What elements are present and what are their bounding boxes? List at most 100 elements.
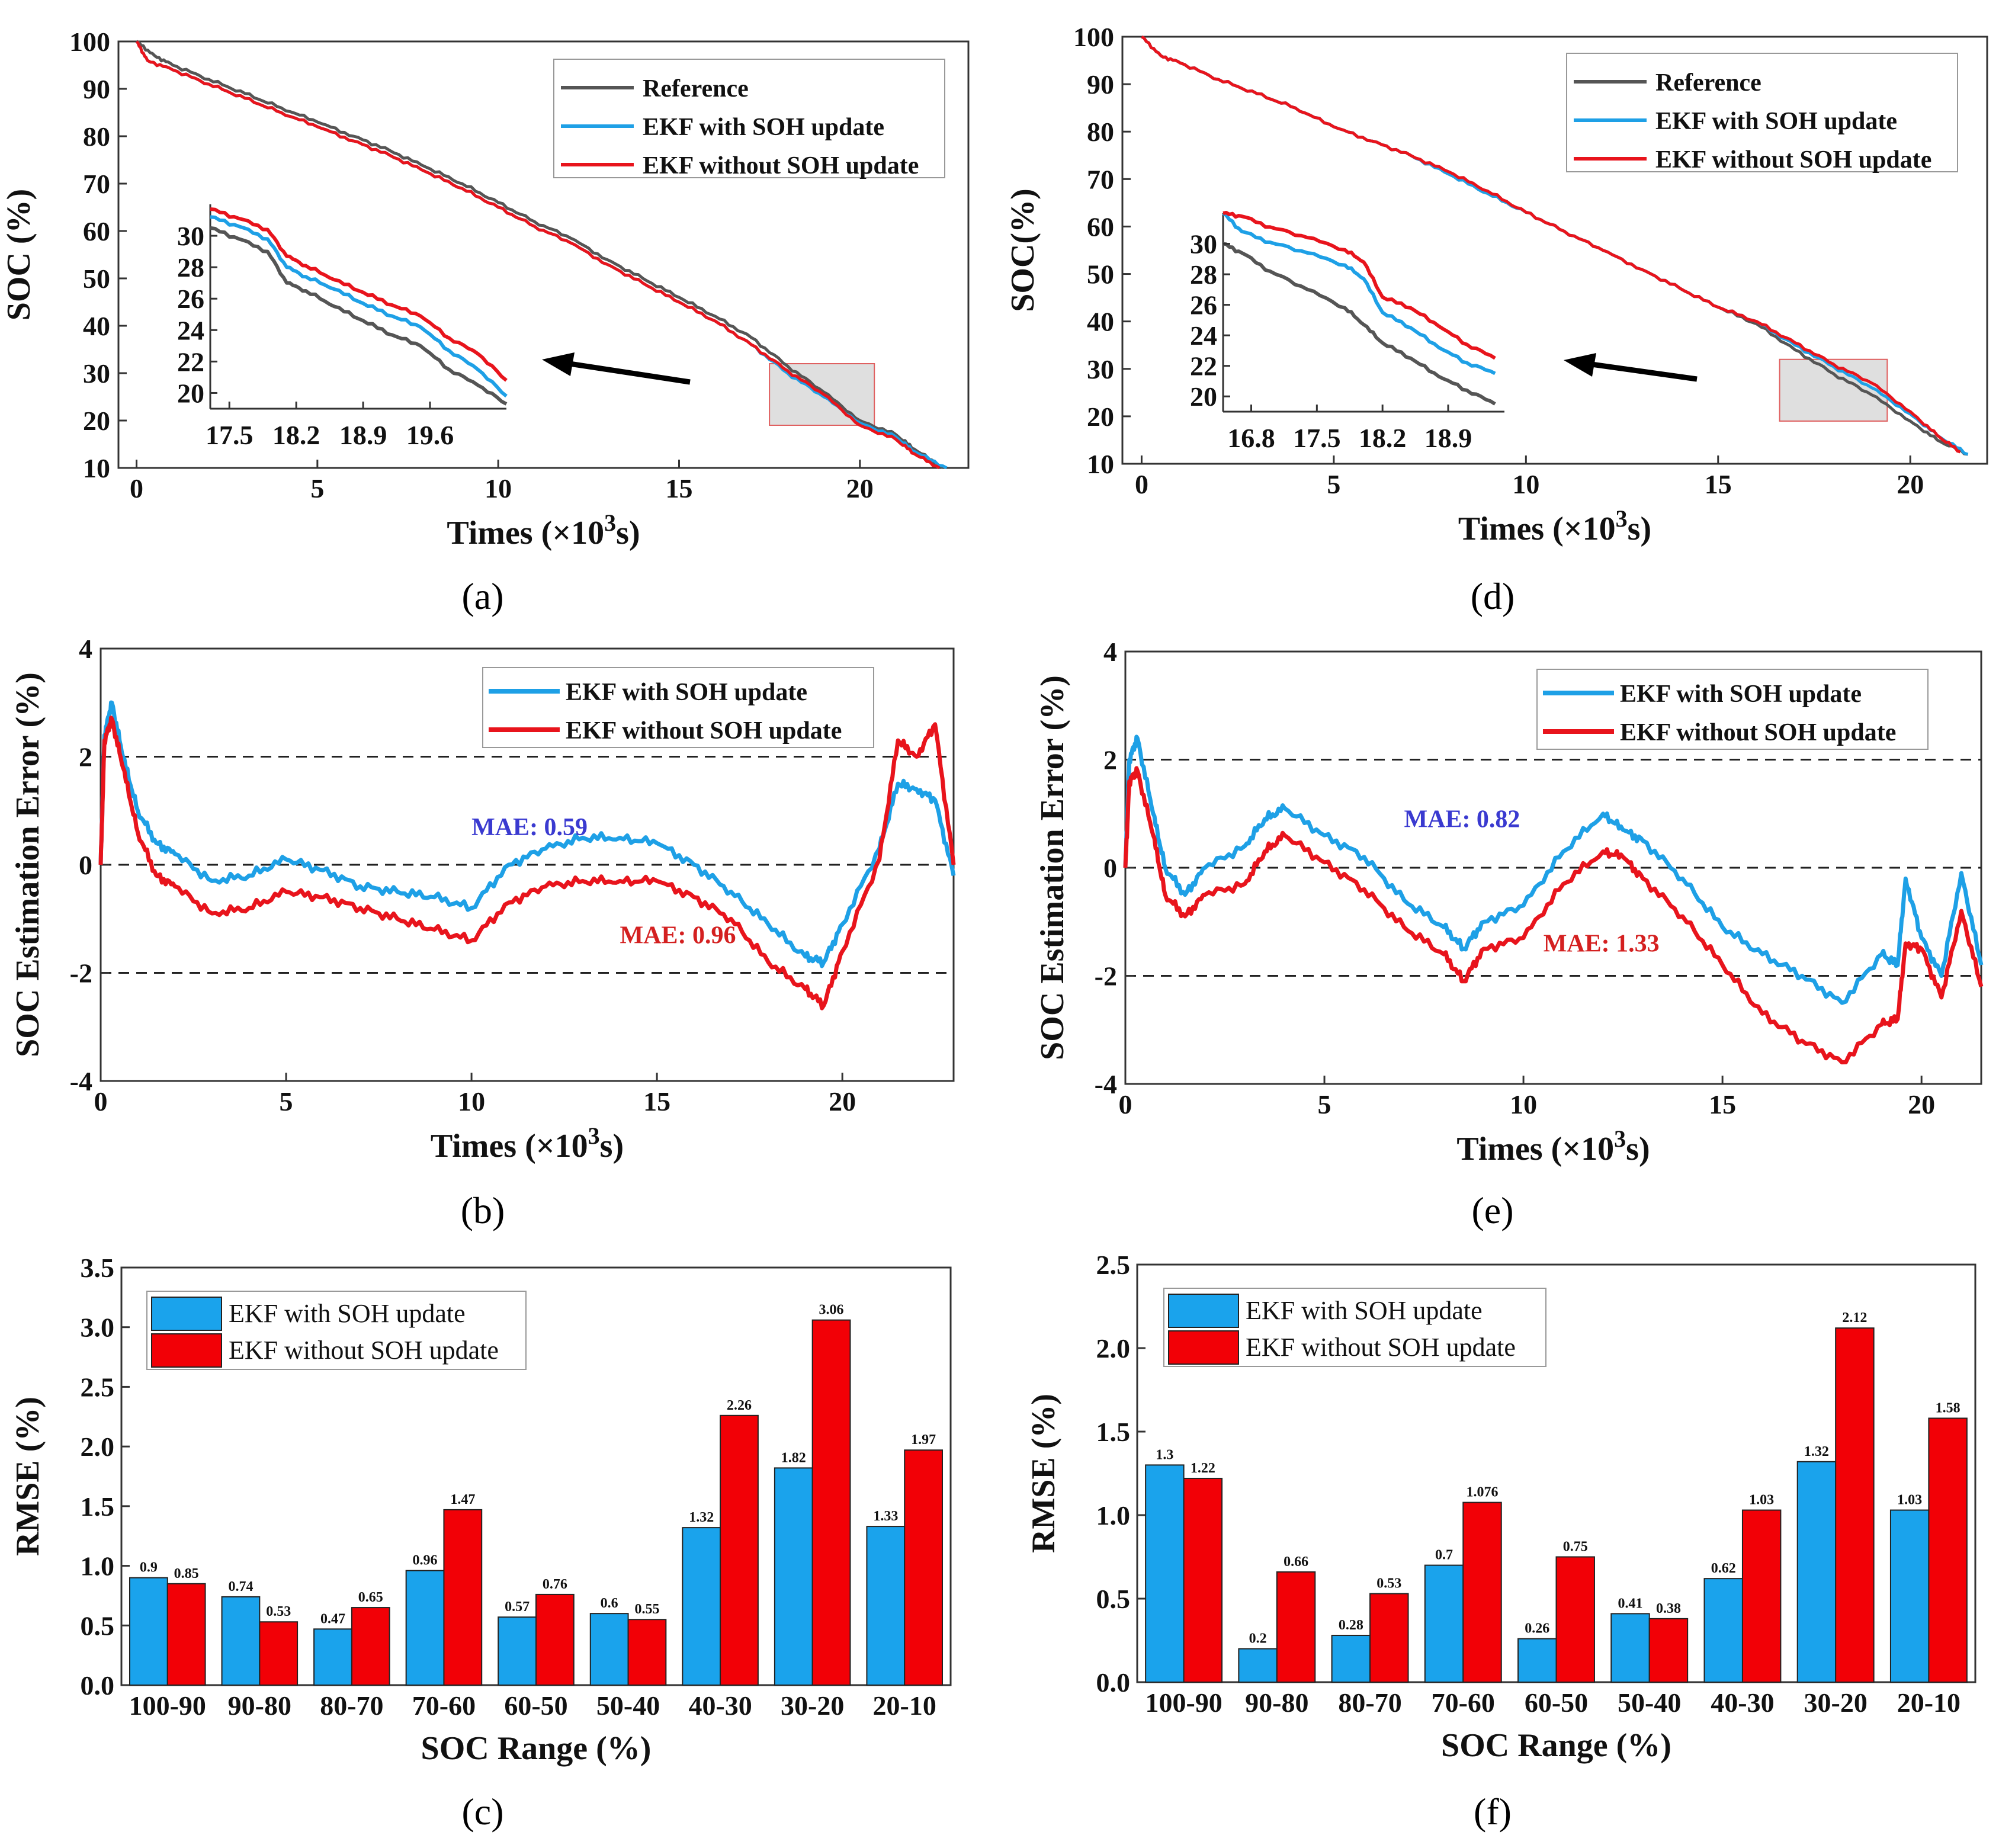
x-axis-label: Times (×103s) xyxy=(447,509,640,551)
x-tick-label: 40-30 xyxy=(1711,1687,1774,1718)
bar-ekf-with-soh-update xyxy=(1889,1509,1930,1683)
data-label-ekf-without-soh-update: 0.53 xyxy=(266,1604,291,1619)
y-tick-label: 1.0 xyxy=(1096,1500,1131,1531)
x-tick-label: 0 xyxy=(1135,469,1148,499)
x-tick-label: 20 xyxy=(1897,469,1924,499)
series-line-ekf-with-soh-update xyxy=(1123,734,1984,1005)
legend-label-ekf-with-soh-update: EKF with SOH update xyxy=(1655,108,1897,135)
y-axis-label: RMSE (%) xyxy=(9,1397,46,1556)
x-tick-label: 15 xyxy=(1705,469,1732,499)
panel-e-error-chart: 0 5 10 15 20 -4 -2 0 2 4 Times (×103s) SOC Estimati… xyxy=(1034,637,1984,1167)
inset-x-tick-label: 18.2 xyxy=(1359,423,1407,453)
legend-label-ekf-without-soh-update: EKF without SOH update xyxy=(1655,146,1931,174)
data-label-ekf-with-soh-update: 0.41 xyxy=(1618,1596,1642,1611)
bar-ekf-without-soh-update xyxy=(1555,1556,1595,1683)
bar-ekf-without-soh-update xyxy=(720,1414,759,1686)
inset-y-tick-label: 24 xyxy=(177,315,204,345)
inset-y-tick-label: 28 xyxy=(1190,259,1217,290)
legend-label-ekf-without-soh-update: EKF without SOH update xyxy=(1620,719,1896,746)
x-axis-label-main: Times (×10 xyxy=(1456,1131,1614,1167)
x-tick-label: 5 xyxy=(1318,1089,1331,1119)
x-tick-label: 5 xyxy=(310,473,324,503)
y-axis-label: SOC(%) xyxy=(1005,188,1041,312)
x-tick-label: 0 xyxy=(1119,1089,1132,1119)
legend-label-ekf-with-soh-update: EKF with SOH update xyxy=(1246,1296,1483,1325)
panel-c-rmse-chart: 0.0 0.5 1.0 1.5 2.0 2.5 3.0 3.5 100-90 0.9 0.85 90-… xyxy=(9,1253,952,1767)
x-tick-label: 50-40 xyxy=(596,1690,660,1721)
y-tick-label: 20 xyxy=(83,406,110,436)
caption-e: (e) xyxy=(1471,1189,1513,1231)
data-label-ekf-with-soh-update: 0.6 xyxy=(601,1596,618,1611)
x-axis-label-superscript: 3 xyxy=(604,509,616,536)
data-label-ekf-without-soh-update: 1.22 xyxy=(1191,1461,1215,1476)
legend-label-ekf-without-soh-update: EKF without SOH update xyxy=(643,152,919,179)
bar-ekf-with-soh-update xyxy=(682,1527,721,1686)
data-label-ekf-with-soh-update: 0.28 xyxy=(1339,1618,1363,1633)
y-tick-label: 40 xyxy=(1087,307,1114,337)
bar-ekf-without-soh-update xyxy=(351,1607,390,1686)
inset-x-tick-label: 18.9 xyxy=(339,420,387,450)
panel-f-rmse-chart: 0.0 0.5 1.0 1.5 2.0 2.5 100-90 1.3 1.22 90-80 0.2 0… xyxy=(1025,1250,1976,1764)
bar-ekf-with-soh-update xyxy=(589,1613,629,1686)
y-tick-label: 80 xyxy=(1087,117,1114,147)
x-axis-label-superscript: 3 xyxy=(1616,505,1628,532)
y-tick-label: 20 xyxy=(1087,402,1114,432)
x-axis-label-tail: s) xyxy=(616,515,640,551)
inset-x-tick-label: 18.9 xyxy=(1424,423,1472,453)
data-label-ekf-without-soh-update: 1.47 xyxy=(450,1492,475,1507)
data-label-ekf-with-soh-update: 0.47 xyxy=(320,1611,345,1626)
x-tick-label: 70-60 xyxy=(1432,1687,1495,1718)
x-axis-label: Times (×103s) xyxy=(1458,505,1651,547)
inset-x-tick-label: 17.5 xyxy=(206,420,254,450)
x-tick-label: 5 xyxy=(1327,469,1340,499)
bar-ekf-with-soh-update xyxy=(774,1467,813,1686)
y-tick-label: 30 xyxy=(83,358,110,389)
x-axis-label: SOC Range (%) xyxy=(421,1730,652,1767)
data-label-ekf-without-soh-update: 3.06 xyxy=(819,1302,844,1318)
data-label-ekf-with-soh-update: 0.9 xyxy=(140,1560,158,1576)
data-label-ekf-without-soh-update: 0.75 xyxy=(1563,1539,1588,1555)
x-tick-label: 50-40 xyxy=(1618,1687,1681,1718)
caption-f: (f) xyxy=(1474,1791,1512,1833)
bar-ekf-without-soh-update xyxy=(1276,1571,1316,1683)
bar-ekf-without-soh-update xyxy=(535,1593,575,1686)
mae-annotation-ekf-with-soh-update: MAE: 0.82 xyxy=(1404,806,1520,833)
inset-series-ekf-without-soh-update xyxy=(210,207,508,382)
mae-annotation-ekf-without-soh-update: MAE: 0.96 xyxy=(620,922,736,949)
y-tick-label: 0.0 xyxy=(81,1670,115,1701)
x-tick-label: 10 xyxy=(484,473,512,503)
bar-ekf-without-soh-update xyxy=(1183,1477,1223,1683)
bar-ekf-without-soh-update xyxy=(166,1583,206,1686)
x-tick-label: 20-10 xyxy=(1897,1687,1961,1718)
data-label-ekf-with-soh-update: 1.03 xyxy=(1897,1493,1922,1508)
x-tick-label: 20 xyxy=(1908,1089,1935,1119)
series-line-ekf-with-soh-update xyxy=(98,700,956,968)
zoom-arrow-shaft xyxy=(1587,361,1698,382)
data-label-ekf-with-soh-update: 0.96 xyxy=(413,1553,438,1568)
caption-c: (c) xyxy=(461,1791,503,1833)
y-tick-label: 60 xyxy=(83,216,110,246)
x-axis-label: SOC Range (%) xyxy=(1441,1727,1671,1764)
bar-ekf-without-soh-update xyxy=(1462,1502,1502,1683)
y-tick-label: 0 xyxy=(1103,853,1117,883)
legend-label-ekf-without-soh-update: EKF without SOH update xyxy=(566,717,842,745)
y-tick-label: 70 xyxy=(1087,164,1114,194)
legend-swatch-ekf-with-soh-update xyxy=(1168,1294,1239,1328)
legend-box xyxy=(482,667,874,748)
zoom-arrow-head xyxy=(542,352,575,376)
y-tick-label: 1.5 xyxy=(81,1491,115,1522)
y-tick-label: -2 xyxy=(70,958,92,989)
inset-y-tick-label: 26 xyxy=(1190,290,1217,320)
y-tick-label: 4 xyxy=(79,634,92,664)
y-tick-label: 2 xyxy=(79,742,92,772)
bar-ekf-with-soh-update xyxy=(129,1577,168,1686)
legend-box xyxy=(1566,53,1958,172)
y-tick-label: 50 xyxy=(1087,259,1114,290)
y-axis-label: RMSE (%) xyxy=(1025,1394,1062,1553)
inset-y-tick-label: 22 xyxy=(1190,351,1217,381)
zoom-arrow-head xyxy=(1564,353,1596,377)
bar-ekf-with-soh-update xyxy=(1610,1613,1650,1683)
y-tick-label: 100 xyxy=(69,27,110,57)
